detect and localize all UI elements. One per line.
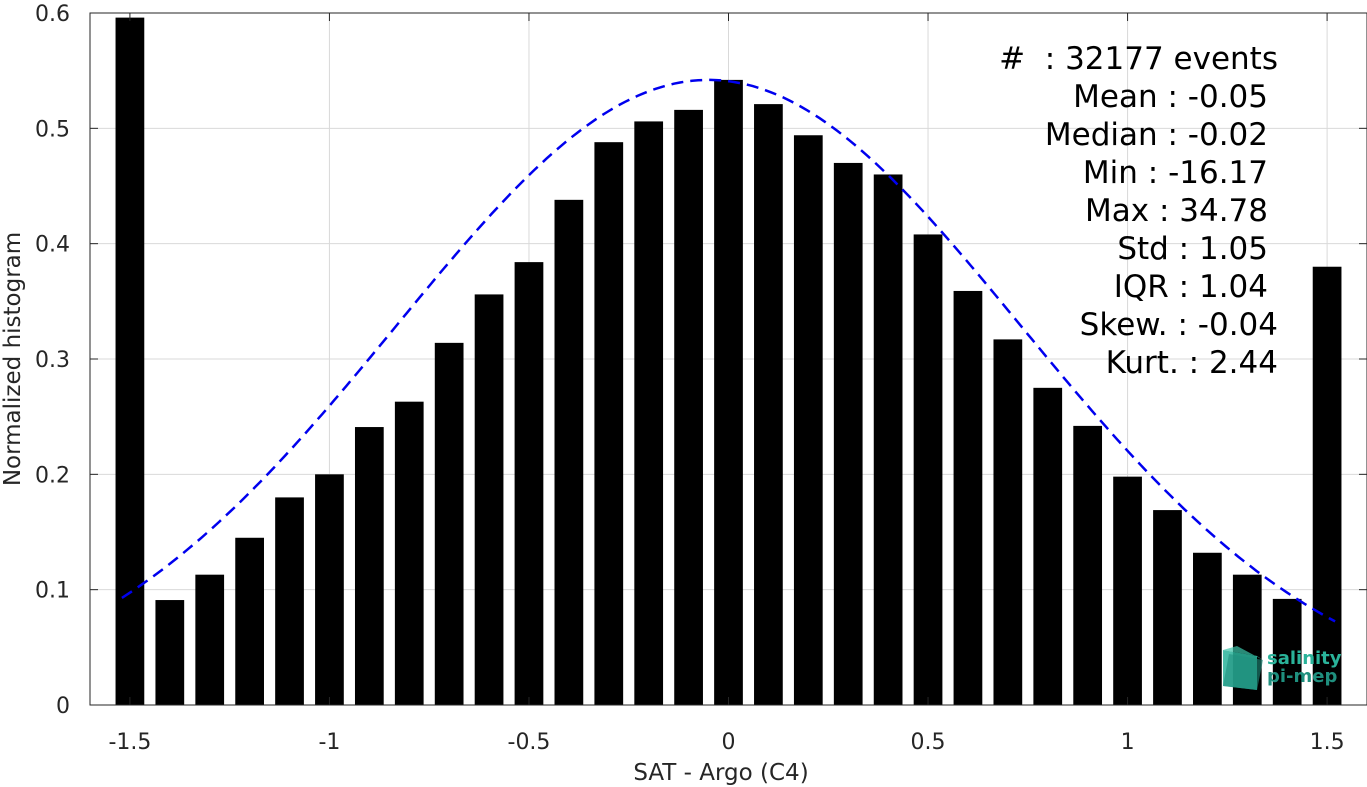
histogram-bar [714,79,743,706]
logo-cube-icon [1223,646,1263,690]
stat-iqr: IQR : 1.04 [1113,269,1268,305]
logo-line2: pi-mep [1267,666,1338,687]
histogram-bar [514,262,544,705]
histogram-bar [1113,476,1142,705]
histogram-bar [1272,598,1302,705]
histogram-bar [474,294,504,705]
y-tick-label: 0 [56,694,70,719]
histogram-bar [1033,387,1063,705]
stat-count: # : 32177 events [999,41,1278,77]
x-tick-label: 1.5 [1310,730,1345,755]
normal-fit-curve [121,78,1336,623]
histogram-bars [115,17,1342,706]
histogram-bar [833,162,863,705]
stat-mean: Mean : -0.05 [1073,79,1268,115]
x-tick-label: -1 [318,730,340,755]
salinity-pimep-logo: salinity pi-mep [1217,646,1347,694]
y-tick-label: 0.6 [35,2,70,27]
histogram-bar [953,290,983,705]
histogram-bar [754,104,783,705]
stats-box: # : 32177 events Mean : -0.05 Median : -… [900,40,1278,385]
y-tick-label: 0.2 [35,463,70,488]
x-tick-label: -1.5 [108,730,151,755]
y-axis-ticks: 0 0.1 0.2 0.3 0.4 0.5 0.6 [35,2,1367,719]
logo-line1: salinity [1267,648,1342,669]
histogram-bar [275,497,304,705]
stat-skew: Skew. : -0.04 [1079,307,1278,343]
y-tick-label: 0.1 [35,579,70,604]
histogram-bar [594,142,624,705]
histogram-bar [993,339,1023,705]
histogram-bar [155,600,185,705]
histogram-bar [315,474,344,705]
x-axis-label: SAT - Argo (C4) [633,760,808,786]
histogram-bar [354,427,384,705]
histogram-bar [554,199,584,705]
histogram-bar [913,234,943,705]
stat-max: Max : 34.78 [1085,193,1268,229]
x-tick-label: 1 [1121,730,1135,755]
histogram-bar [1193,552,1222,705]
y-tick-label: 0.4 [35,233,70,258]
y-tick-label: 0.5 [35,117,70,142]
y-tick-label: 0.3 [35,348,70,373]
stat-min: Min : -16.17 [1082,155,1268,191]
stat-kurt: Kurt. : 2.44 [1105,345,1278,381]
histogram-bar [1312,266,1342,705]
histogram-bar [674,109,703,705]
x-axis-ticks: -1.5 -1 -0.5 0 0.5 1 1.5 [108,13,1345,755]
histogram-bar [434,342,464,705]
histogram-bar [793,135,823,706]
histogram-bar [634,121,664,705]
histogram-bar [195,574,225,705]
histogram-bar [235,537,264,705]
x-tick-label: 0 [722,730,736,755]
histogram-bar [115,17,145,705]
y-axis-label: Normalized histogram [0,232,26,486]
histogram-bar [394,401,424,705]
stat-std: Std : 1.05 [1117,231,1268,267]
x-tick-label: 0.5 [911,730,946,755]
x-tick-label: -0.5 [508,730,551,755]
histogram-bar [1073,425,1103,705]
histogram-bar [1153,510,1182,705]
stat-median: Median : -0.02 [1044,117,1268,153]
histogram-bar [873,174,903,705]
